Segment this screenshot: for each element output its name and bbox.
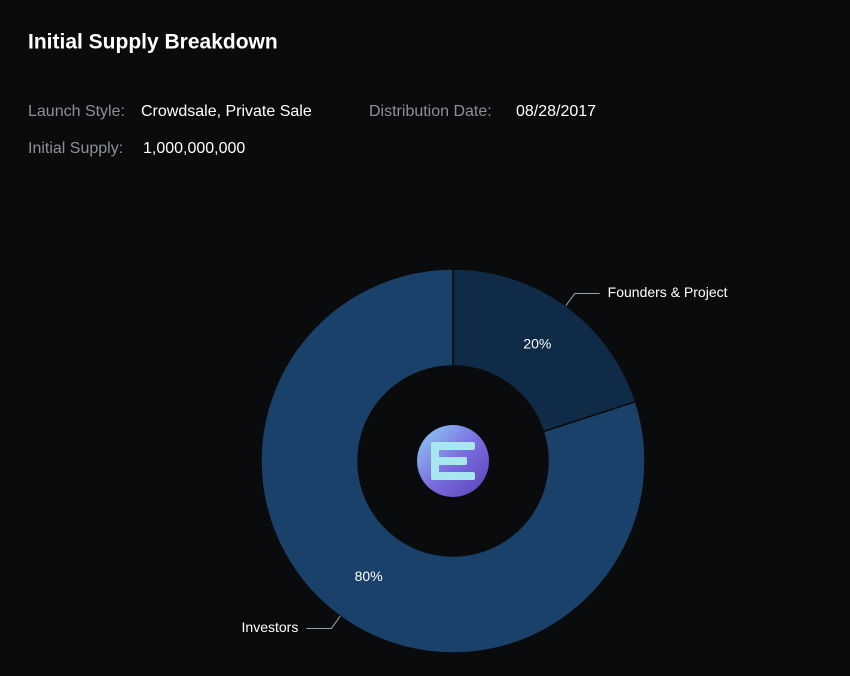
donut-chart: 20% Founders & Project 80% Investors [242,268,728,654]
detail-label: Distribution Date: [369,103,492,120]
leader-line [306,616,341,629]
chart-title: Initial Supply Breakdown [28,31,278,54]
logo-bar [431,442,475,450]
detail-value: Crowdsale, Private Sale [141,103,312,120]
logo-bar [431,457,467,465]
leader-line [565,293,600,306]
detail-value: 08/28/2017 [516,103,596,120]
logo-bar [431,472,475,480]
slice-value-label: 20% [523,336,551,352]
logo-bar [431,442,439,480]
pie-slice [452,268,637,433]
slice-name-label: Investors [242,619,299,635]
slice-value-label: 80% [355,568,383,584]
pie-slice [260,268,646,654]
detail-label: Initial Supply: [28,140,123,157]
detail-value: 1,000,000,000 [143,140,245,157]
slice-name-label: Founders & Project [608,284,728,300]
center-logo [417,425,489,497]
detail-label: Launch Style: [28,103,125,120]
